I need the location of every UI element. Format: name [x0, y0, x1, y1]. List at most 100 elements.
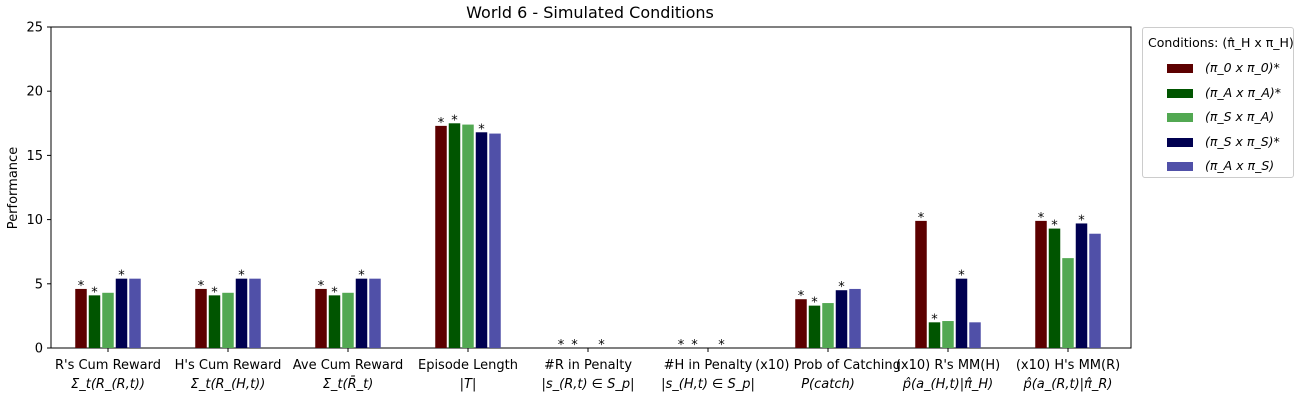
x-tick-sublabel: Σ_t(R̄_t)	[323, 377, 374, 392]
bar	[102, 292, 114, 348]
bar	[448, 123, 461, 348]
bar	[1075, 223, 1088, 348]
significance-star: *	[931, 312, 938, 327]
bar	[969, 322, 981, 348]
y-tick-label: 15	[26, 149, 43, 164]
bar	[1048, 228, 1061, 348]
x-tick-sublabel: Σ_t(R_(H,t))	[191, 377, 266, 392]
significance-star: *	[958, 269, 965, 284]
significance-star: *	[838, 280, 845, 295]
bar	[475, 132, 488, 348]
x-tick-label: (x10) H's MM(R)	[1016, 358, 1120, 373]
legend-label: (π_0 x π_0)*	[1205, 60, 1280, 75]
bar	[355, 278, 368, 348]
legend-title: Conditions: (π̂_H x π_H)	[1148, 35, 1294, 50]
significance-star: *	[811, 296, 818, 311]
legend-item: (π_A x π_S)	[1143, 158, 1293, 176]
significance-star: *	[558, 338, 565, 353]
significance-star: *	[78, 279, 85, 294]
x-tick-label: H's Cum Reward	[175, 358, 282, 373]
significance-star: *	[718, 338, 725, 353]
bar	[808, 305, 821, 348]
legend: Conditions: (π̂_H x π_H) (π_0 x π_0)* (π_…	[1142, 27, 1294, 178]
significance-star: *	[1078, 213, 1085, 228]
significance-star: *	[571, 338, 578, 353]
bar	[489, 133, 501, 348]
x-tick-sublabel: p̂(a_(R,t)|π̂_R)	[1022, 377, 1112, 392]
x-tick-sublabel: Σ_t(R_(R,t))	[71, 377, 145, 392]
legend-item: (π_0 x π_0)*	[1143, 60, 1293, 78]
y-tick-label: 25	[26, 21, 43, 36]
x-tick-sublabel: p̂(a_(H,t)|π̂_H)	[902, 377, 994, 392]
bar	[849, 288, 861, 348]
bar	[328, 295, 341, 348]
bar	[1062, 258, 1074, 348]
legend-swatch	[1167, 88, 1193, 98]
legend-swatch	[1167, 113, 1193, 122]
significance-star: *	[118, 269, 125, 284]
x-tick-label: R's Cum Reward	[55, 358, 161, 373]
y-tick-label: 10	[26, 213, 43, 228]
significance-star: *	[1051, 219, 1058, 234]
x-tick-label: Episode Length	[418, 358, 518, 373]
x-tick-label: (x10) Prob of Catching	[755, 358, 901, 373]
bar	[915, 220, 927, 348]
bar	[129, 278, 141, 348]
x-tick-sublabel: P(catch)	[801, 377, 855, 392]
plot-frame	[50, 26, 1132, 349]
significance-star: *	[358, 269, 365, 284]
legend-item: (π_S x π_A)	[1143, 109, 1293, 127]
significance-star: *	[91, 285, 98, 300]
significance-star: *	[438, 116, 445, 131]
significance-star: *	[1038, 211, 1045, 226]
significance-star: *	[331, 285, 338, 300]
y-tick-label: 20	[26, 85, 43, 100]
bar	[822, 303, 834, 348]
significance-star: *	[211, 285, 218, 300]
bar	[88, 295, 101, 348]
legend-item: (π_A x π_A)*	[1143, 85, 1293, 103]
y-tick-label: 5	[35, 277, 43, 292]
bar	[208, 295, 221, 348]
bar	[835, 290, 848, 348]
legend-label: (π_S x π_A)	[1205, 109, 1275, 124]
bar	[1035, 220, 1047, 348]
legend-item: (π_S x π_S)*	[1143, 134, 1293, 152]
chart-title: World 6 - Simulated Conditions	[466, 3, 714, 22]
significance-star: *	[918, 211, 925, 226]
x-tick-sublabel: |s_(H,t) ∈ S_p|	[661, 377, 755, 392]
significance-star: *	[798, 289, 805, 304]
bar	[115, 278, 128, 348]
significance-star: *	[678, 338, 685, 353]
legend-swatch	[1167, 137, 1193, 147]
legend-label: (π_S x π_S)*	[1205, 133, 1280, 149]
bar	[342, 292, 354, 348]
y-axis-label: Performance	[6, 147, 21, 229]
significance-star: *	[691, 338, 698, 353]
bar	[955, 278, 968, 348]
x-tick-label: #R in Penalty	[544, 358, 632, 373]
x-tick-label: #H in Penalty	[664, 358, 753, 373]
significance-star: *	[198, 279, 205, 294]
x-tick-label: (x10) R's MM(H)	[896, 358, 1000, 373]
significance-star: *	[318, 279, 325, 294]
bar	[195, 288, 207, 348]
x-tick-sublabel: |T|	[460, 377, 477, 392]
significance-star: *	[238, 269, 245, 284]
bar	[795, 299, 807, 348]
significance-star: *	[598, 338, 605, 353]
legend-label: (π_A x π_S)	[1205, 158, 1275, 173]
x-tick-sublabel: |s_(R,t) ∈ S_p|	[541, 377, 634, 392]
bar	[435, 125, 447, 348]
significance-star: *	[478, 122, 485, 137]
bar	[249, 278, 261, 348]
bar	[369, 278, 381, 348]
bar	[222, 292, 234, 348]
bar	[235, 278, 248, 348]
legend-swatch	[1167, 162, 1193, 171]
bar	[942, 321, 954, 348]
bar	[928, 322, 941, 348]
legend-swatch	[1167, 64, 1193, 73]
y-tick-label: 0	[35, 342, 43, 357]
